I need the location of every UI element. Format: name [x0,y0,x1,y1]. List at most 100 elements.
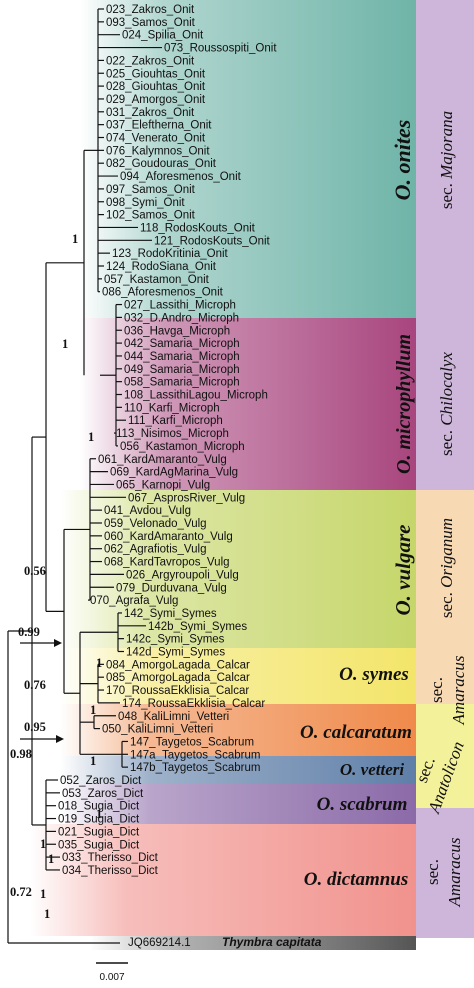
section-band-amaracus-2 [416,808,474,938]
section-label-amaracus-2: sec. Amaracus [423,837,464,907]
clade-band-scabrum [60,784,416,824]
leaf-label: 084_AmorgoLagada_Calcar [106,659,250,671]
leaf-label: 068_KardTavropos_Vulg [104,557,230,569]
section-band-origanum [416,490,474,648]
outgroup-accession: JQ669214.1 [128,937,191,949]
section-label-origanum: sec. Origanum [437,518,456,618]
leaf-label: 033_Therisso_Dict [62,852,159,864]
section-label-majorana: sec. Majorana [437,111,456,209]
leaf-label: 098_Symi_Onit [106,197,185,209]
support-values: 1 1 1 0.56 0.99 1 0.76 1 0.95 1 0.98 1 0… [10,232,102,921]
leaf-label: 147_Taygetos_Scabrum [130,736,254,748]
support-value: 0.72 [10,885,32,899]
support-value: 1 [40,887,46,901]
leaf-label: 121_RodosKouts_Onit [154,235,271,247]
clade-band-dictamnus [30,824,416,936]
leaf-label: 052_Zaros_Dict [60,775,142,787]
scale-bar: 0.007 [96,962,128,983]
leaf-label: 027_Lassithi_Microph [124,300,236,312]
leaf-label: 079_Durduvana_Vulg [116,582,227,594]
leaf-label: 124_RodoSiana_Onit [106,261,217,273]
arrow-icons [20,639,64,743]
clade-label-vulgare: O. vulgare [391,525,415,616]
clade-label-microphyllum: O. microphyllum [393,334,415,474]
leaf-label: 057_Kastamon_Onit [104,274,210,286]
leaf-label: 022_Zakros_Onit [106,55,195,67]
leaf-label: 026_Argyroupoli_Vulg [126,569,239,581]
leaf-label: 032_D.Andro_Microph [124,312,239,324]
clade-band-onites [80,0,416,318]
leaf-label: 031_Zakros_Onit [106,107,195,119]
clade-label-vetteri: O. vetteri [340,760,404,779]
clade-band-microphyllum [80,318,416,490]
clade-band-vulgare [60,490,416,648]
section-label-chilocalyx: sec. Chilocalyx [437,352,456,456]
leaf-label: 069_KardAgMarina_Vulg [110,467,238,479]
arrow-icon [54,639,62,647]
leaf-label: 050_KaliLimni_Vetteri [102,724,213,736]
leaf-label: 082_Goudouras_Onit [106,158,217,170]
clade-bands [30,0,416,950]
leaf-label: 037_Eleftherna_Onit [106,120,212,132]
tree-branches [7,8,162,944]
leaf-label: 021_Sugia_Dict [58,826,140,838]
support-value: 0.56 [24,564,46,578]
support-value: 0.99 [18,625,40,639]
leaf-label: 094_Aforesmenos_Onit [120,171,242,183]
leaf-label: 123_RodoKritinia_Onit [112,248,229,260]
support-value: 1 [40,837,46,851]
leaf-label: 086_Aforesmenos_Onit [102,287,224,299]
leaf-label: 067_AsprosRiver_Vulg [128,492,245,504]
leaf-label: 058_Samaria_Microph [124,377,240,389]
leaf-label: 170_RoussaEkklisia_Calcar [106,685,249,697]
leaf-label: 049_Samaria_Microph [124,364,240,376]
leaf-label: 062_Agrafiotis_Vulg [104,544,207,556]
support-value: 1 [96,656,102,670]
support-value: 0.98 [10,747,32,761]
clade-label-onites: O. onites [390,120,415,201]
support-value: 1 [62,337,68,351]
outgroup-label: JQ669214.1 Thymbra capitata [128,935,322,949]
support-value: 1 [88,430,94,444]
leaf-label: 073_Roussospiti_Onit [164,43,277,55]
clade-band-symes [60,648,416,704]
leaf-label: 113_Nisimos_Microph [116,428,229,440]
leaf-label: 102_Samos_Onit [106,210,196,222]
leaf-label: 044_Samaria_Microph [124,351,240,363]
clade-labels: O. onites O. microphyllum O. vulgare O. … [300,120,415,890]
section-band-anatolicon [416,704,474,808]
leaf-label: 025_Giouhtas_Onit [106,68,206,80]
leaf-labels: 023_Zakros_Onit093_Samos_Onit024_Spilia_… [58,4,277,877]
leaf-label: 019_Sugia_Dict [58,814,140,826]
leaf-label: 041_Avdou_Vulg [104,505,191,517]
leaf-label: 142d_Symi_Symes [126,647,225,659]
scale-bar-label: 0.007 [99,972,124,983]
clade-label-symes: O. symes [339,664,409,685]
support-value: 1 [90,754,96,768]
leaf-label: 056_Kastamon_Microph [120,441,245,453]
section-band-chilocalyx [416,318,474,490]
leaf-label: 110_Karfi_Microph [124,402,220,414]
leaf-label: 142c_Symi_Symes [126,634,225,646]
leaf-label: 076_Kalymnos_Onit [106,145,210,157]
section-label-amaracus-1: sec. Amaracus [427,655,468,725]
leaf-label: 053_Zaros_Dict [62,788,144,800]
clade-label-scabrum: O. scabrum [317,794,408,815]
leaf-label: 028_Giouhtas_Onit [106,81,206,93]
leaf-label: 061_KardAmaranto_Vulg [98,454,227,466]
leaf-label: 147b_Taygetos_Scabrum [130,762,260,774]
leaf-label: 111_Karfi_Microph [128,415,223,427]
leaf-label: 097_Samos_Onit [106,184,196,196]
section-bands [416,0,474,938]
leaf-label: 074_Venerato_Onit [106,133,206,145]
support-value: 1 [72,232,78,246]
outgroup-band [90,936,416,950]
leaf-label: 035_Sugia_Dict [58,839,140,851]
leaf-label: 059_Velonado_Vulg [104,518,207,530]
leaf-label: 065_Karnopi_Vulg [116,479,210,491]
leaf-label: 108_LassithiLagou_Microph [124,390,268,402]
leaf-label: 070_Agrafa_Vulg [90,595,178,607]
support-value: 0.76 [24,678,46,692]
leaf-label: 048_KaliLimni_Vetteri [118,711,229,723]
